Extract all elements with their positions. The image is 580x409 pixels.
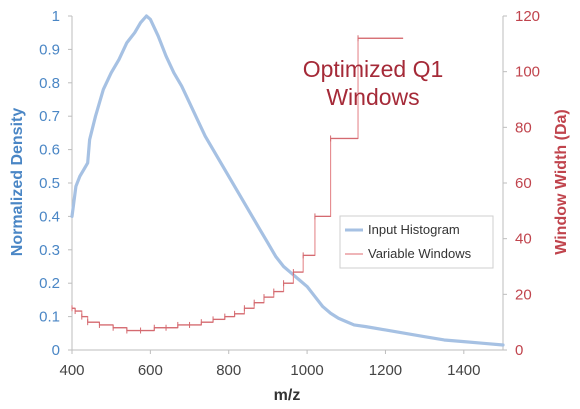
right-tick-label: 60 — [515, 175, 532, 192]
left-tick-label: 1 — [52, 8, 60, 25]
series-variable-windows — [71, 35, 404, 334]
histogram-point — [306, 285, 308, 288]
histogram-point — [79, 175, 81, 177]
histogram-point — [188, 102, 191, 104]
x-tick-label: 800 — [216, 362, 241, 379]
left-tick-label: 0.8 — [39, 75, 60, 92]
x-axis-ticks: 400 600 800 1000 1200 1400 — [59, 350, 481, 379]
left-tick-label: 0.3 — [39, 242, 60, 259]
histogram-point — [204, 135, 206, 137]
annotation: Optimized Q1 Windows — [303, 56, 444, 110]
histogram-point — [173, 72, 175, 74]
left-tick-label: 0.5 — [39, 175, 60, 192]
histogram-point — [145, 15, 148, 17]
histogram-point — [196, 118, 198, 121]
histogram-point — [157, 35, 159, 37]
left-tick-label: 0.7 — [39, 108, 60, 125]
right-tick-label: 120 — [515, 8, 540, 25]
histogram-point — [353, 324, 355, 326]
annotation-line-2: Windows — [326, 84, 419, 110]
histogram-point — [463, 341, 465, 343]
annotation-line-1: Optimized Q1 — [303, 56, 444, 82]
histogram-point — [275, 255, 277, 258]
left-tick-label: 0 — [52, 342, 60, 359]
right-tick-label: 0 — [515, 342, 523, 359]
variable-windows-line — [72, 37, 404, 332]
histogram-point — [267, 242, 269, 244]
histogram-point — [259, 229, 261, 231]
left-tick-label: 0.9 — [39, 41, 60, 58]
legend: Input Histogram Variable Windows — [339, 215, 494, 269]
legend-label-variable-windows: Variable Windows — [368, 246, 472, 261]
histogram-point — [322, 305, 324, 308]
left-tick-label: 0.1 — [39, 309, 60, 326]
right-tick-label: 100 — [515, 64, 540, 81]
legend-box — [339, 215, 494, 269]
x-tick-label: 1400 — [447, 362, 480, 379]
x-axis-title: m/z — [274, 387, 301, 404]
histogram-point — [75, 185, 77, 187]
histogram-point — [443, 339, 445, 341]
histogram-point — [220, 162, 222, 164]
histogram-point — [89, 138, 91, 141]
right-axis-ticks: 0 20 40 60 80 100 120 — [503, 8, 540, 359]
histogram-point — [502, 344, 504, 346]
left-tick-label: 0.2 — [39, 275, 60, 292]
histogram-point — [251, 215, 253, 217]
x-tick-label: 1000 — [290, 362, 323, 379]
histogram-point — [71, 215, 73, 217]
legend-label-input-histogram: Input Histogram — [368, 222, 460, 237]
histogram-point — [282, 265, 285, 268]
histogram-point — [424, 336, 426, 338]
histogram-point — [212, 149, 214, 151]
histogram-point — [94, 115, 97, 117]
histogram-point — [149, 18, 151, 20]
histogram-point — [337, 317, 340, 319]
series-input-histogram — [70, 14, 505, 347]
histogram-point — [298, 279, 300, 281]
histogram-point — [314, 295, 316, 298]
histogram-point — [345, 321, 347, 323]
histogram-point — [134, 32, 136, 34]
histogram-point — [228, 175, 230, 177]
histogram-point — [482, 342, 485, 344]
x-tick-label: 600 — [138, 362, 163, 379]
right-tick-label: 20 — [515, 286, 532, 303]
histogram-point — [290, 272, 293, 274]
right-tick-label: 40 — [515, 231, 532, 248]
histogram-point — [83, 169, 85, 171]
histogram-point — [87, 162, 89, 164]
right-axis-title: Window Width (Da) — [553, 109, 570, 254]
left-axis-title: Normalized Density — [9, 108, 26, 257]
histogram-point — [181, 85, 183, 87]
histogram-point — [330, 312, 332, 314]
histogram-point — [165, 55, 167, 57]
histogram-point — [102, 88, 104, 91]
histogram-point — [110, 72, 112, 74]
histogram-point — [118, 58, 120, 61]
histogram-point — [384, 329, 387, 331]
left-axis-ticks: 0 0.1 0.2 0.3 0.4 0.5 0.6 0.7 0.8 0.9 1 — [39, 8, 72, 359]
histogram-point — [139, 22, 142, 24]
left-tick-label: 0.4 — [39, 208, 60, 225]
left-tick-label: 0.6 — [39, 142, 60, 159]
histogram-point — [235, 189, 238, 191]
histogram-point — [243, 202, 245, 204]
x-tick-label: 1200 — [369, 362, 402, 379]
histogram-point — [126, 42, 128, 44]
histogram-point — [404, 332, 406, 334]
right-tick-label: 80 — [515, 119, 532, 136]
x-tick-label: 400 — [59, 362, 84, 379]
histogram-point — [365, 326, 367, 328]
